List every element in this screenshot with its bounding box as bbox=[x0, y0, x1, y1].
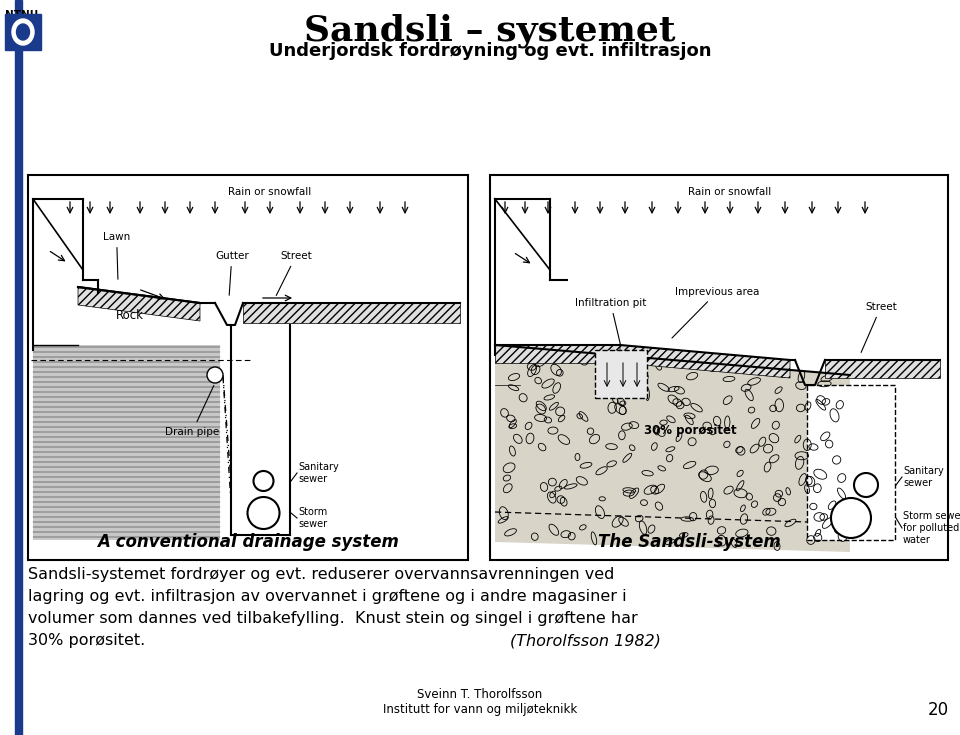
Ellipse shape bbox=[16, 24, 30, 40]
Text: Storm
sewer: Storm sewer bbox=[298, 507, 327, 528]
Text: Rain or snowfall: Rain or snowfall bbox=[688, 187, 772, 197]
Text: Street: Street bbox=[861, 302, 897, 353]
Text: Imprevious area: Imprevious area bbox=[672, 287, 759, 338]
Text: Rock: Rock bbox=[116, 309, 144, 321]
Text: 20: 20 bbox=[927, 701, 948, 719]
Text: Lawn: Lawn bbox=[103, 232, 131, 279]
Circle shape bbox=[854, 473, 878, 497]
Text: Rain or snowfall: Rain or snowfall bbox=[228, 187, 312, 197]
Text: Sveinn T. Thorolfsson: Sveinn T. Thorolfsson bbox=[418, 689, 542, 701]
Polygon shape bbox=[78, 287, 200, 321]
Bar bbox=[490, 175, 948, 560]
Text: 30% porøsitet.: 30% porøsitet. bbox=[28, 633, 145, 648]
Bar bbox=[33, 345, 220, 540]
Text: Sanitary
sewer: Sanitary sewer bbox=[903, 466, 944, 488]
Circle shape bbox=[253, 471, 274, 491]
Text: lagring og evt. infiltrasjon av overvannet i grøftene og i andre magasiner i: lagring og evt. infiltrasjon av overvann… bbox=[28, 589, 627, 604]
Text: Underjordsk fordrøyning og evt. infiltrasjon: Underjordsk fordrøyning og evt. infiltra… bbox=[269, 42, 711, 60]
Text: NTNU: NTNU bbox=[5, 10, 38, 20]
Text: Storm sewer
for polluted
water: Storm sewer for polluted water bbox=[903, 512, 960, 545]
Text: Street: Street bbox=[276, 251, 312, 295]
Text: Institutt for vann og miljøteknikk: Institutt for vann og miljøteknikk bbox=[383, 703, 577, 717]
Bar bbox=[28, 175, 468, 560]
Polygon shape bbox=[825, 360, 940, 378]
Circle shape bbox=[248, 497, 279, 529]
Circle shape bbox=[831, 498, 871, 538]
Text: Gutter: Gutter bbox=[215, 251, 249, 295]
Text: Sandsli-systemet fordrøyer og evt. reduserer overvannsavrenningen ved: Sandsli-systemet fordrøyer og evt. redus… bbox=[28, 567, 614, 582]
Polygon shape bbox=[495, 345, 850, 552]
Text: Drain pipe: Drain pipe bbox=[165, 386, 219, 437]
Text: Sanitary
sewer: Sanitary sewer bbox=[298, 462, 339, 484]
Text: Sandsli – systemet: Sandsli – systemet bbox=[304, 13, 676, 48]
Text: A conventional drainage system: A conventional drainage system bbox=[97, 533, 399, 551]
Circle shape bbox=[207, 367, 223, 383]
Bar bbox=[807, 385, 895, 540]
Bar bbox=[595, 350, 647, 398]
Bar bbox=[5, 14, 41, 50]
Polygon shape bbox=[243, 303, 460, 323]
Text: 30% porøsitet: 30% porøsitet bbox=[644, 423, 736, 437]
Ellipse shape bbox=[12, 19, 34, 45]
Polygon shape bbox=[620, 345, 790, 378]
Polygon shape bbox=[495, 345, 620, 363]
Text: Infiltration pit: Infiltration pit bbox=[575, 298, 646, 344]
Text: volumer som dannes ved tilbakefylling.  Knust stein og singel i grøftene har: volumer som dannes ved tilbakefylling. K… bbox=[28, 611, 637, 626]
Bar bbox=[15, 0, 22, 735]
Text: The Sandsli-system: The Sandsli-system bbox=[598, 533, 780, 551]
Text: (Thorolfsson 1982): (Thorolfsson 1982) bbox=[510, 633, 660, 648]
